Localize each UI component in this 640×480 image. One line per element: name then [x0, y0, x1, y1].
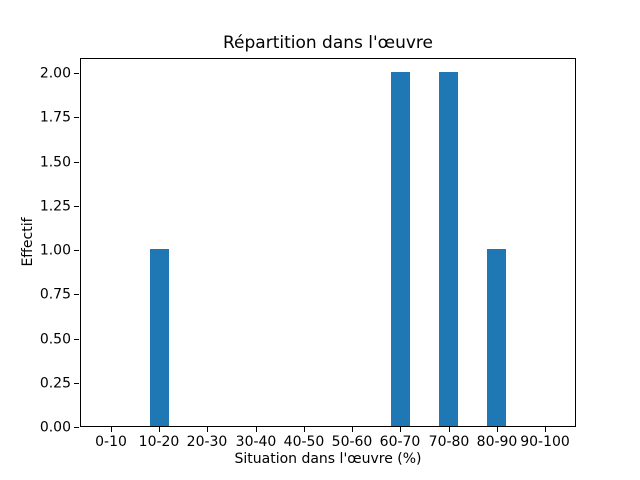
- y-tick-mark: [74, 73, 79, 74]
- x-tick-mark: [256, 427, 257, 432]
- x-tick-label: 50-60: [331, 434, 373, 450]
- x-tick-label: 40-50: [283, 434, 325, 450]
- y-axis-label: Effectif: [20, 217, 36, 267]
- x-tick-label: 10-20: [138, 434, 180, 450]
- x-tick-mark: [449, 427, 450, 432]
- y-tick-mark: [74, 383, 79, 384]
- y-tick-label: 1.75: [39, 109, 71, 126]
- x-tick-label: 0-10: [95, 434, 127, 450]
- y-tick-label: 2.00: [39, 65, 71, 82]
- bar: [439, 72, 459, 426]
- x-axis-label: Situation dans l'œuvre (%): [234, 451, 422, 467]
- y-tick-mark: [74, 250, 79, 251]
- x-tick-mark: [497, 427, 498, 432]
- x-tick-mark: [159, 427, 160, 432]
- y-tick-mark: [74, 339, 79, 340]
- bar: [390, 72, 410, 426]
- x-tick-label: 80-90: [476, 434, 518, 450]
- x-tick-label: 60-70: [379, 434, 421, 450]
- y-tick-label: 0.75: [39, 286, 71, 303]
- bar: [487, 249, 507, 426]
- x-tick-mark: [304, 427, 305, 432]
- y-tick-label: 0.00: [39, 419, 71, 436]
- y-tick-label: 1.50: [39, 154, 71, 171]
- x-tick-label: 90-100: [520, 434, 570, 450]
- x-tick-label: 30-40: [235, 434, 277, 450]
- plot-area: [80, 58, 576, 427]
- y-tick-label: 0.50: [39, 331, 71, 348]
- y-tick-label: 1.25: [39, 198, 71, 215]
- bar: [149, 249, 169, 426]
- x-tick-mark: [111, 427, 112, 432]
- y-tick-mark: [74, 206, 79, 207]
- y-tick-mark: [74, 162, 79, 163]
- chart-title: Répartition dans l'œuvre: [222, 33, 433, 53]
- y-tick-mark: [74, 117, 79, 118]
- x-tick-mark: [352, 427, 353, 432]
- x-tick-mark: [207, 427, 208, 432]
- y-tick-label: 0.25: [39, 375, 71, 392]
- x-tick-label: 70-80: [428, 434, 470, 450]
- y-tick-mark: [74, 427, 79, 428]
- x-tick-label: 20-30: [186, 434, 228, 450]
- x-tick-mark: [400, 427, 401, 432]
- y-tick-mark: [74, 294, 79, 295]
- x-tick-mark: [545, 427, 546, 432]
- y-tick-label: 1.00: [39, 242, 71, 259]
